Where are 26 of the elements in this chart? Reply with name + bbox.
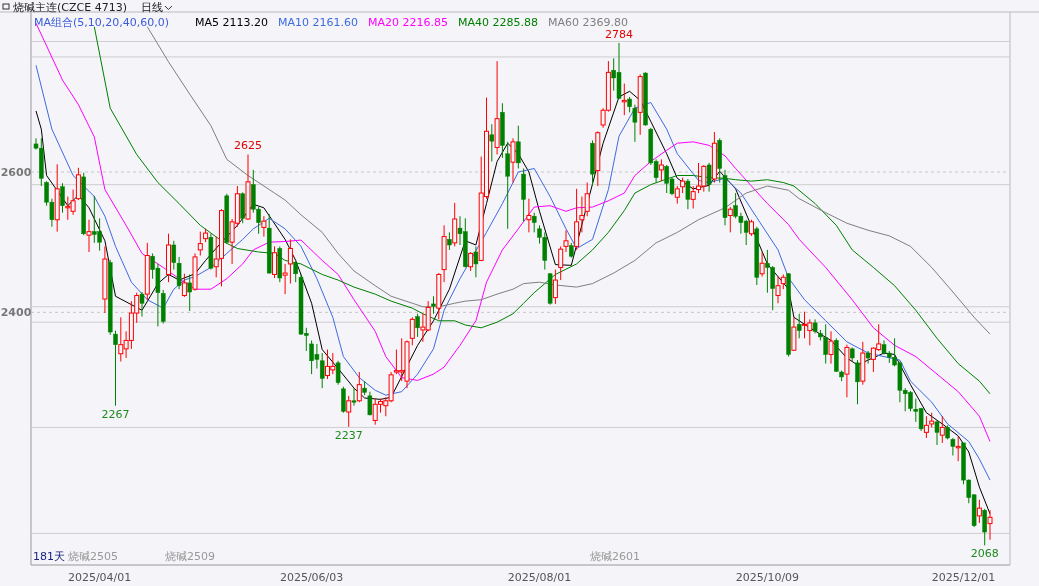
annotation: 烧碱2601 [590, 550, 640, 563]
x-tick-label: 2025/04/01 [67, 571, 132, 584]
annotation: 2068 [970, 547, 999, 561]
chart-subtitle: 日线 [140, 1, 163, 14]
annotation: 烧碱2505 [68, 550, 118, 563]
x-tick-label: 2025/06/03 [279, 571, 344, 584]
line-series [146, 26, 991, 335]
annotation: 2784 [605, 27, 633, 41]
text: MA10 2161.60 [278, 16, 359, 29]
annotation: 2267 [101, 407, 130, 421]
chart-title: 烧碱主连(CZCE 4713) [13, 1, 127, 14]
y-tick-label: 2600 [0, 166, 32, 180]
text: MA20 2216.85 [368, 16, 449, 29]
annotation: 2625 [234, 139, 262, 153]
x-tick-label: 2025/08/01 [507, 571, 572, 584]
text: MA5 2113.20 [195, 16, 269, 29]
line-series [93, 26, 991, 395]
x-tick-label: 2025/10/09 [735, 571, 800, 584]
x-tick-label: 2025/12/01 [931, 571, 996, 584]
text: MA60 2369.80 [548, 16, 629, 29]
text: MA40 2285.88 [458, 16, 539, 29]
annotation: 烧碱2509 [165, 550, 215, 563]
annotation: 181天 [33, 550, 65, 563]
legend-title: MA组合(5,10,20,40,60,0) [34, 16, 170, 29]
annotation: 2237 [334, 428, 363, 442]
y-tick-label: 2400 [0, 306, 32, 320]
